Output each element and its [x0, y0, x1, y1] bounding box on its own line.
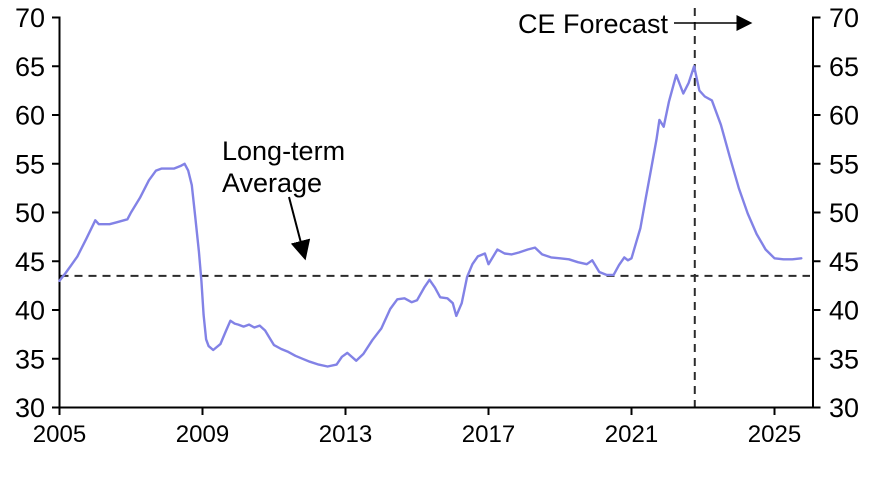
y-tick-label-left: 65 [15, 52, 45, 82]
x-tick-label: 2013 [319, 421, 372, 448]
x-tick-label: 2025 [748, 421, 801, 448]
y-tick-label-left: 40 [15, 296, 45, 326]
y-tick-label-left: 60 [15, 101, 45, 131]
x-tick-label: 2021 [605, 421, 658, 448]
series-line [58, 65, 803, 368]
y-tick-label-right: 45 [829, 247, 859, 277]
y-tick-label-right: 60 [829, 101, 859, 131]
long-term-average-label-line2: Average [222, 168, 322, 198]
y-tick-label-left: 35 [15, 344, 45, 374]
long-term-average-label-line1: Long-term [222, 136, 345, 166]
y-tick-label-left: 50 [15, 198, 45, 228]
x-tick-label: 2017 [462, 421, 515, 448]
data-series [58, 65, 803, 368]
y-tick-label-right: 70 [829, 3, 859, 33]
annotation-long-term-average: Long-term Average [222, 136, 345, 261]
y-tick-label-left: 55 [15, 149, 45, 179]
axis-labels: 7065605550454035307065605550454035302005… [15, 3, 859, 448]
y-tick-label-right: 30 [829, 393, 859, 423]
y-tick-label-left: 45 [15, 247, 45, 277]
x-tick-label: 2005 [33, 421, 86, 448]
axes [52, 16, 821, 415]
long-term-average-arrow-icon [288, 196, 311, 261]
y-tick-label-right: 50 [829, 198, 859, 228]
reference-lines [60, 8, 810, 407]
y-tick-label-right: 35 [829, 344, 859, 374]
y-tick-label-right: 40 [829, 296, 859, 326]
y-tick-label-right: 65 [829, 52, 859, 82]
y-tick-label-left: 30 [15, 393, 45, 423]
y-tick-label-left: 70 [15, 3, 45, 33]
x-tick-label: 2009 [176, 421, 229, 448]
annotation-ce-forecast: CE Forecast [518, 9, 753, 39]
y-tick-label-right: 55 [829, 149, 859, 179]
ce-forecast-label: CE Forecast [518, 9, 669, 39]
